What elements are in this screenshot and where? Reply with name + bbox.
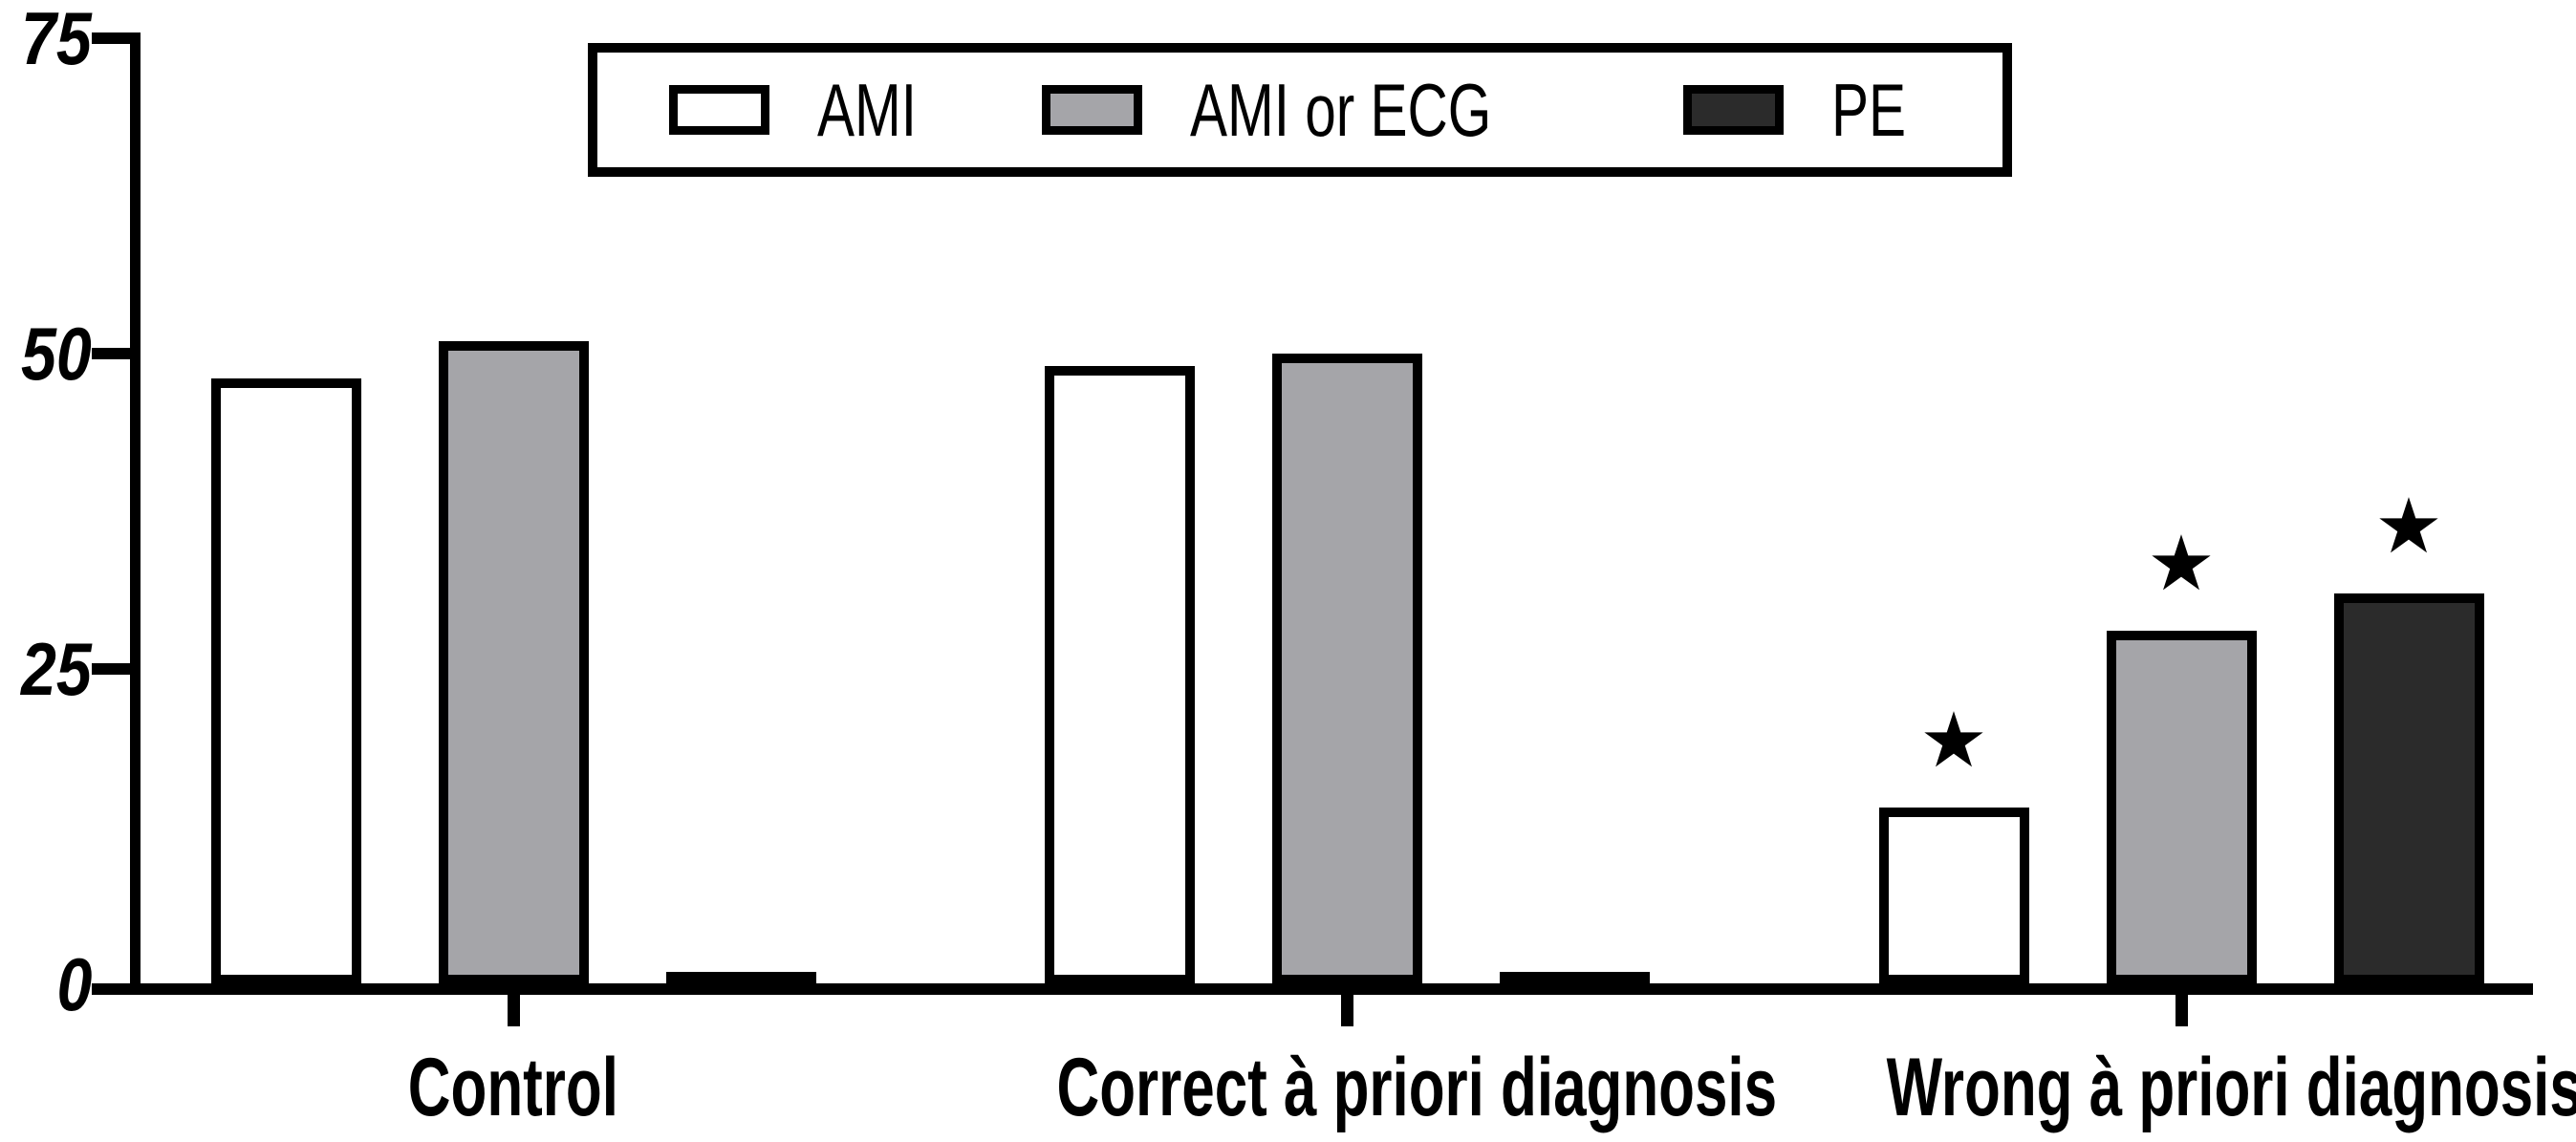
significance-star: ★ (2374, 481, 2443, 571)
y-axis-line (130, 32, 141, 988)
x-axis-label-correct-priori-diagnosis: Correct à priori diagnosis (917, 1035, 1778, 1140)
y-axis-tick-label-text: 50 (21, 312, 92, 396)
y-axis-tick-label-text: 25 (21, 627, 92, 711)
y-axis-tick-label-50: 50 (0, 311, 92, 397)
x-axis-line (92, 983, 2533, 995)
bar-ami-correct-priori-diagnosis (1044, 366, 1195, 984)
legend-label-text: AMI (817, 67, 918, 152)
legend-box: AMI AMI or ECG PE (588, 43, 2012, 177)
bar-ami-or-ecg-correct-priori-diagnosis (1271, 354, 1422, 984)
legend-label-text: AMI or ECG (1189, 67, 1491, 152)
bar-ami-wrong-priori-diagnosis (1878, 808, 2029, 984)
bar-pe-correct-priori-diagnosis (1499, 971, 1650, 991)
legend-swatch-ami (669, 85, 769, 135)
legend-label-ami-or-ecg: AMI or ECG (1190, 67, 1591, 154)
x-axis-label-text: Wrong à priori diagnosis (1886, 1042, 2576, 1133)
legend-label-ami: AMI (817, 67, 950, 154)
significance-star: ★ (2147, 519, 2216, 609)
legend-swatch-pe (1682, 85, 1784, 135)
y-axis-tick-label-75: 75 (0, 0, 92, 81)
y-axis-tick-label-text: 75 (21, 0, 92, 80)
y-axis-tick (92, 348, 136, 359)
x-axis-label-control: Control (83, 1035, 943, 1140)
x-axis-label-text: Control (407, 1042, 619, 1133)
x-axis-label-wrong-priori-diagnosis: Wrong à priori diagnosis (1751, 1035, 2576, 1140)
x-axis-tick (508, 988, 520, 1026)
y-axis-tick (92, 32, 136, 44)
y-axis-tick-label-25: 25 (0, 626, 92, 712)
y-axis-tick (92, 663, 136, 675)
legend-item-pe: PE (1682, 67, 1931, 154)
legend-label-text: PE (1830, 67, 1906, 152)
y-axis-tick-label-0: 0 (0, 941, 92, 1027)
legend-item-ami: AMI (669, 67, 950, 154)
bar-pe-control (665, 971, 816, 991)
significance-star: ★ (1919, 696, 1988, 786)
y-axis-tick-label-text: 0 (56, 942, 92, 1026)
legend-item-ami-or-ecg: AMI or ECG (1041, 67, 1591, 154)
legend-swatch-ami-or-ecg (1041, 85, 1142, 135)
legend-label-pe: PE (1831, 67, 1931, 154)
x-axis-tick (2176, 988, 2188, 1026)
x-axis-tick (1341, 988, 1353, 1026)
bar-ami-or-ecg-control (438, 340, 589, 984)
bar-ami-control (210, 378, 361, 984)
x-axis-label-text: Correct à priori diagnosis (1056, 1042, 1778, 1133)
bar-pe-wrong-priori-diagnosis (2333, 593, 2484, 984)
bar-ami-or-ecg-wrong-priori-diagnosis (2106, 631, 2257, 984)
